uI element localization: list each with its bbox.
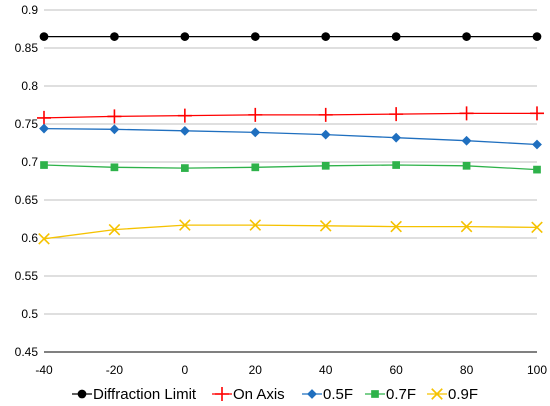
data-point — [179, 219, 191, 231]
data-point — [533, 165, 541, 174]
x-tick-label: 0 — [182, 363, 189, 377]
series-line — [43, 127, 538, 146]
data-point — [251, 163, 260, 172]
legend-label: 0.5F — [323, 386, 353, 403]
data-point — [38, 232, 50, 245]
series-line — [43, 164, 538, 171]
x-tick-label: 20 — [249, 363, 263, 377]
data-point — [461, 135, 472, 146]
legend-label: 0.9F — [448, 386, 478, 403]
data-point — [321, 161, 330, 170]
data-point — [39, 32, 49, 41]
legend-marker — [77, 389, 87, 399]
data-point — [321, 32, 331, 41]
series-line — [43, 224, 538, 240]
y-tick-label: 0.65 — [15, 193, 39, 207]
data-point — [532, 32, 542, 41]
legend: Diffraction Limit On Axis 0.5F 0.7F 0.9F — [72, 386, 478, 403]
x-tick-label: 80 — [460, 363, 474, 377]
y-tick-label: 0.6 — [21, 231, 38, 245]
data-point — [180, 32, 190, 41]
data-point — [107, 109, 122, 124]
series-group — [37, 32, 544, 245]
data-point — [319, 220, 332, 232]
data-point — [39, 123, 49, 134]
data-point — [40, 161, 48, 169]
data-point — [110, 163, 119, 172]
data-point — [462, 161, 471, 170]
x-tick-label: 40 — [319, 363, 333, 377]
data-point — [110, 32, 119, 41]
data-point — [250, 32, 260, 41]
data-point — [391, 32, 401, 41]
y-tick-label: 0.8 — [21, 79, 38, 93]
data-point — [249, 219, 262, 231]
legend-label: On Axis — [233, 386, 285, 403]
data-point — [462, 32, 471, 41]
data-point — [318, 107, 333, 122]
y-tick-label: 0.75 — [15, 117, 39, 131]
data-point — [391, 132, 402, 143]
series-line — [43, 112, 537, 119]
data-point — [177, 108, 192, 123]
data-point — [108, 223, 121, 236]
data-point — [37, 110, 51, 125]
legend-marker — [371, 390, 379, 398]
data-point — [530, 106, 544, 121]
data-point — [532, 139, 542, 150]
y-tick-label: 0.45 — [15, 345, 39, 359]
y-axis-tick-labels: 0.45 0.5 0.55 0.6 0.65 0.7 0.75 0.8 0.85 0.9 — [15, 3, 39, 359]
y-tick-label: 0.85 — [15, 41, 39, 55]
gridlines — [44, 9, 537, 353]
legend-marker — [215, 387, 229, 401]
x-axis-tick-labels: -40 -20 0 20 40 60 80 100 — [35, 363, 547, 377]
x-tick-label: -20 — [106, 363, 124, 377]
data-point — [389, 107, 404, 122]
data-point — [250, 127, 261, 138]
data-point — [181, 164, 189, 172]
x-tick-label: 100 — [527, 363, 547, 377]
data-point — [179, 125, 190, 136]
data-point — [109, 124, 120, 135]
y-tick-label: 0.5 — [21, 307, 38, 321]
x-tick-label: -40 — [35, 363, 53, 377]
y-tick-label: 0.7 — [21, 155, 38, 169]
legend-marker — [307, 389, 317, 399]
legend-marker — [431, 388, 443, 400]
data-point — [248, 107, 263, 122]
y-tick-label: 0.55 — [15, 269, 39, 283]
data-point — [392, 161, 400, 169]
legend-label: 0.7F — [386, 386, 416, 403]
data-point — [459, 106, 474, 121]
data-point — [390, 220, 402, 233]
data-point — [460, 220, 473, 233]
data-point — [531, 221, 543, 234]
x-tick-label: 60 — [389, 363, 403, 377]
data-point — [320, 129, 331, 140]
y-tick-label: 0.9 — [21, 3, 38, 17]
legend-label: Diffraction Limit — [93, 386, 197, 403]
